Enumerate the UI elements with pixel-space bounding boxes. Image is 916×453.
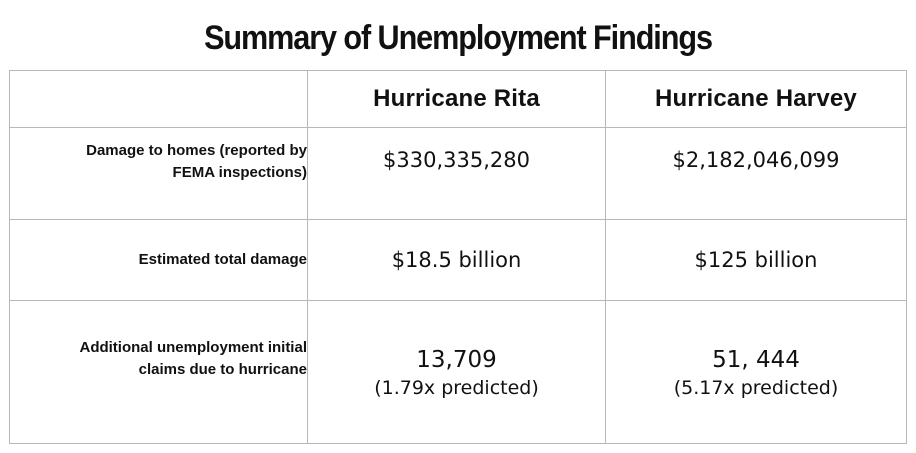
table-row: Estimated total damage $18.5 billion $12… — [9, 219, 907, 301]
claims-value: 13,709 — [416, 347, 497, 373]
cell-harvey-additional-claims: 51, 444 (5.17x predicted) — [605, 300, 907, 444]
row-label-line: claims due to hurricane — [138, 361, 307, 378]
row-label-line: FEMA inspections) — [172, 164, 307, 181]
cell-harvey-damage-to-homes: $2,182,046,099 — [605, 127, 907, 220]
cell-rita-additional-claims: 13,709 (1.79x predicted) — [307, 300, 606, 444]
table-row: Damage to homes (reported by FEMA inspec… — [9, 127, 907, 220]
row-label-damage-to-homes: Damage to homes (reported by FEMA inspec… — [9, 127, 308, 220]
row-label-line: Additional unemployment initial — [79, 339, 307, 356]
page-title: Summary of Unemployment Findings — [204, 19, 713, 57]
predicted-ratio-note: (1.79x predicted) — [374, 377, 539, 399]
header-hurricane-rita: Hurricane Rita — [307, 70, 606, 128]
predicted-ratio-note: (5.17x predicted) — [673, 377, 839, 399]
cell-rita-total-damage: $18.5 billion — [307, 219, 606, 301]
header-hurricane-harvey: Hurricane Harvey — [605, 70, 907, 128]
cell-harvey-total-damage: $125 billion — [605, 219, 907, 301]
table-header-row: Hurricane Rita Hurricane Harvey — [9, 70, 907, 128]
row-label-additional-claims: Additional unemployment initial claims d… — [9, 300, 308, 444]
claims-value: 51, 444 — [712, 347, 800, 373]
row-label-line: Damage to homes (reported by — [86, 142, 307, 159]
summary-table: Hurricane Rita Hurricane Harvey Damage t… — [9, 70, 907, 444]
table-row: Additional unemployment initial claims d… — [9, 300, 907, 444]
cell-rita-damage-to-homes: $330,335,280 — [307, 127, 606, 220]
header-empty-cell — [9, 70, 308, 128]
row-label-estimated-total-damage: Estimated total damage — [9, 219, 308, 301]
